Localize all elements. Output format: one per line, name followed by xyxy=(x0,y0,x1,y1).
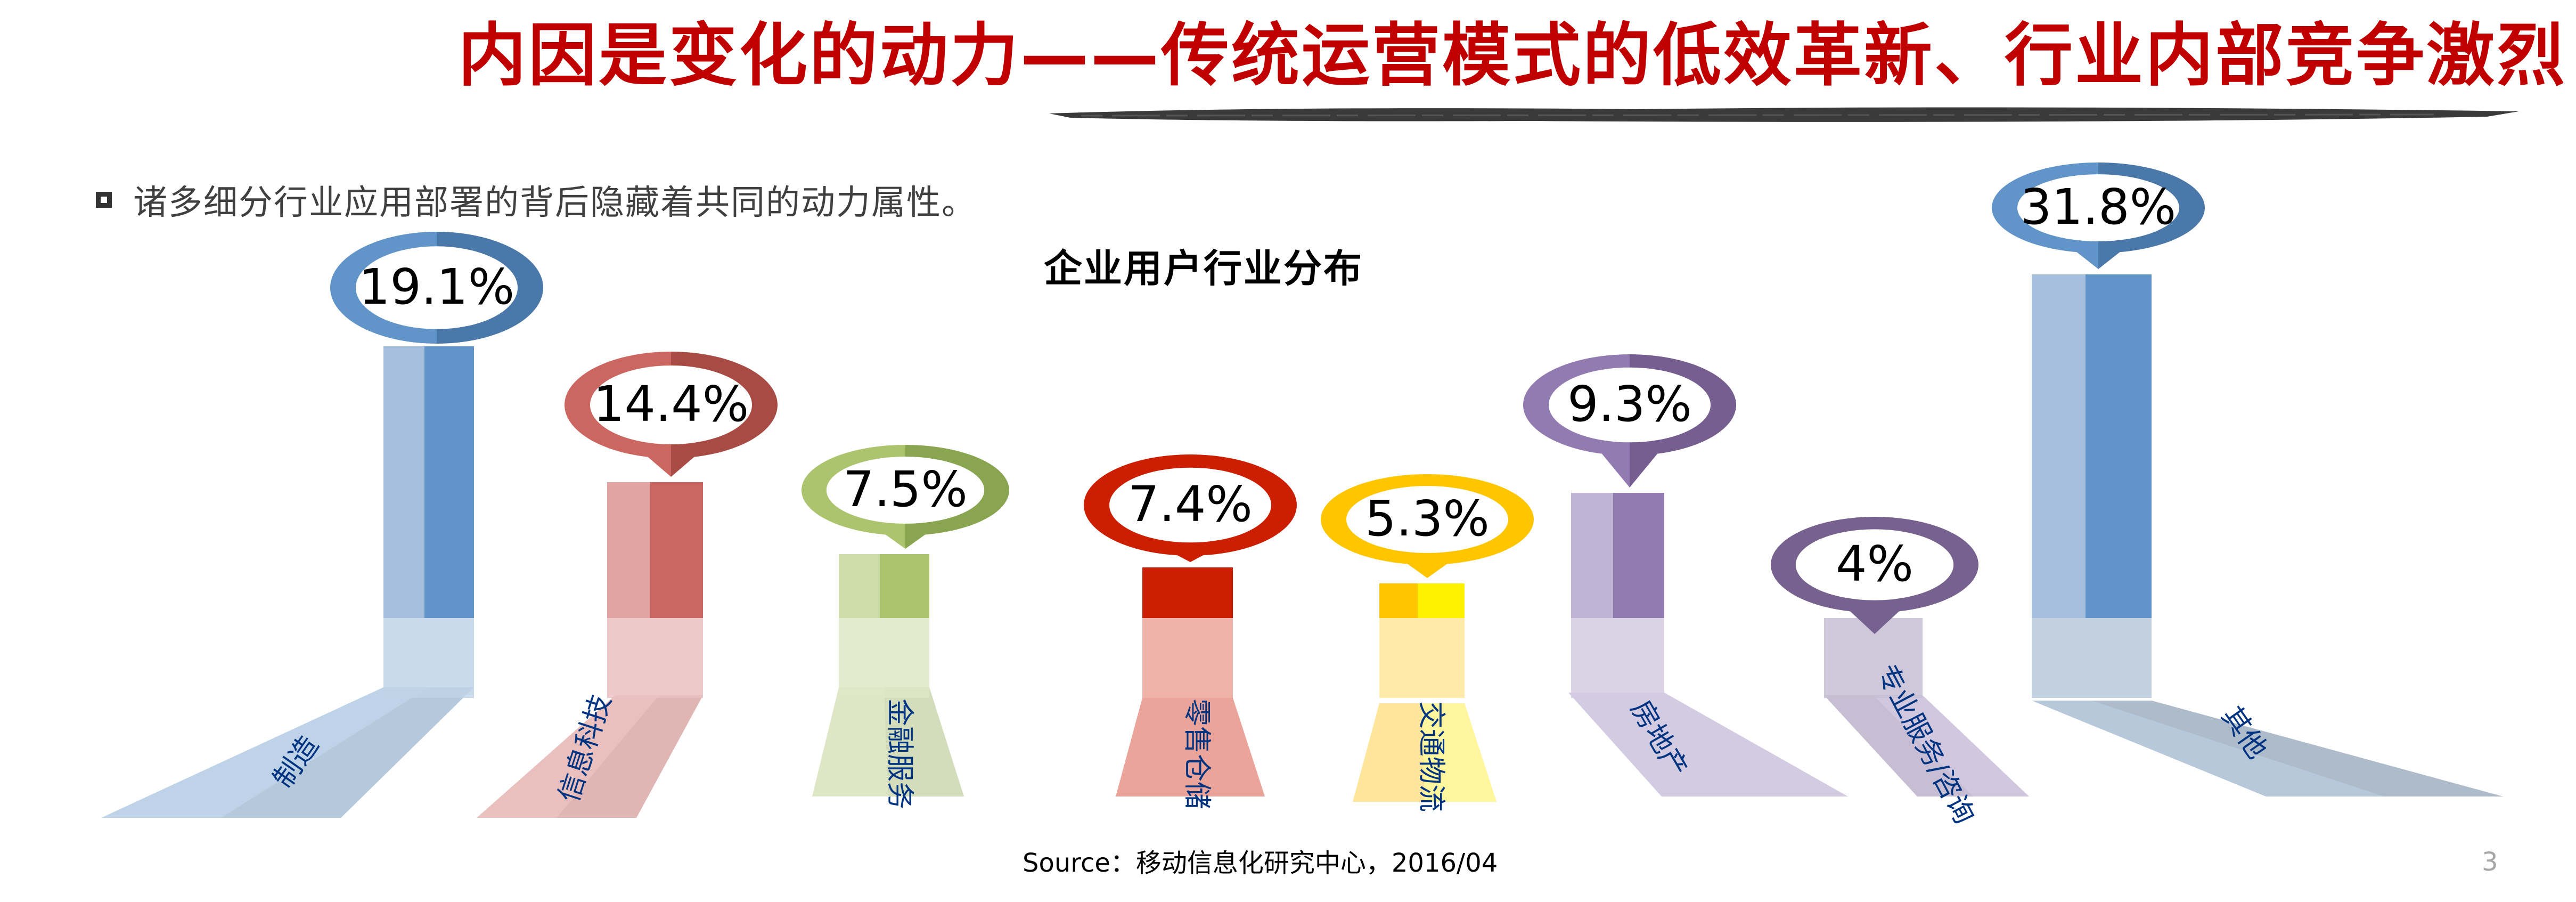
bar-shadow-inner xyxy=(2091,701,2503,797)
pin-center xyxy=(356,246,518,329)
bar-right-face xyxy=(880,554,929,618)
value-label: 19.1% xyxy=(359,258,514,315)
bar-shadow-inner xyxy=(884,687,964,797)
bar-left-face xyxy=(1379,583,1418,618)
slide-title: 内因是变化的动力——传统运营模式的低效革新、行业内部竞争激烈 xyxy=(458,16,2567,95)
page-number: 3 xyxy=(2482,847,2498,877)
category-label: 交通物流 xyxy=(1415,701,1447,812)
bar-base xyxy=(1142,618,1233,698)
value-label: 31.8% xyxy=(2021,178,2176,235)
pin-center xyxy=(1346,486,1508,553)
bar-shadow-inner xyxy=(557,695,703,818)
bar-shadow-inner xyxy=(221,687,474,818)
category-label: 零售仓储 xyxy=(1181,698,1213,809)
bar-right-face xyxy=(1418,583,1465,618)
bar-right-face xyxy=(1613,493,1664,618)
bar-left-face xyxy=(839,554,880,618)
bar-base xyxy=(2032,618,2152,698)
bar-shadow-inner xyxy=(1422,703,1496,802)
bar-group: 5.3% 交通物流 xyxy=(1321,474,1534,812)
pin-center xyxy=(1109,467,1271,543)
bar-base xyxy=(383,618,474,698)
bar-right-face xyxy=(2086,274,2152,618)
pin-center xyxy=(2017,174,2179,241)
bullet-point: 诸多细分行业应用部署的背后隐藏着共同的动力属性。 xyxy=(96,178,977,223)
brush-stroke-divider xyxy=(1049,107,2519,122)
bar-right-face xyxy=(1183,567,1233,618)
bar-group: 7.5% 金融服务 xyxy=(802,445,1009,809)
pin-center xyxy=(590,365,752,444)
bar-base xyxy=(839,618,929,698)
pin-center xyxy=(1795,529,1954,600)
bar-base xyxy=(1379,618,1465,698)
bar-shadow-inner xyxy=(1188,698,1265,797)
bar-base xyxy=(1571,618,1664,698)
pin-center xyxy=(1549,367,1711,443)
bar-left-face xyxy=(383,346,424,618)
bar-left-face xyxy=(1142,567,1183,618)
value-label: 9.3% xyxy=(1567,376,1692,433)
value-label: 5.3% xyxy=(1365,490,1490,547)
value-label: 7.4% xyxy=(1128,476,1253,533)
bar-group: 31.8%其他 xyxy=(1992,162,2503,797)
source-note: Source：移动信息化研究中心，2016/04 xyxy=(1023,848,1498,878)
bar-right-face xyxy=(424,346,474,618)
square-bullet-icon xyxy=(96,192,112,208)
bar-shadow-inner xyxy=(1616,693,1848,797)
value-label: 14.4% xyxy=(593,376,749,433)
bar-left-face xyxy=(607,482,650,618)
value-label: 4% xyxy=(1836,535,1913,592)
bullet-text: 诸多细分行业应用部署的背后隐藏着共同的动力属性。 xyxy=(133,183,977,223)
pin-center xyxy=(826,457,985,524)
bar-shadow-inner xyxy=(1873,695,2029,797)
chart-title: 企业用户行业分布 xyxy=(1044,246,1364,291)
bar-right-face xyxy=(650,482,703,618)
value-label: 7.5% xyxy=(843,461,968,518)
bar-group: 19.1%制造 xyxy=(101,232,543,818)
category-label: 金融服务 xyxy=(884,698,915,809)
bar-base xyxy=(607,618,703,698)
bar-group: 7.4% 零售仓储 xyxy=(1084,454,1297,809)
bar-group: 9.3%房地产 xyxy=(1523,354,1848,797)
bar-left-face xyxy=(1571,493,1613,618)
bar-group: 14.4%信息科技 xyxy=(477,352,778,818)
bar-left-face xyxy=(2032,274,2086,618)
